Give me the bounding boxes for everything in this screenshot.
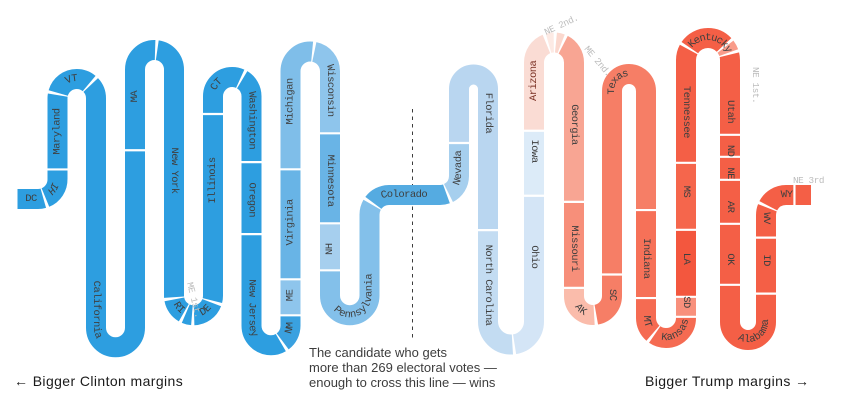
svg-text:SD: SD xyxy=(680,296,692,308)
svg-text:Bigger Trump margins →: Bigger Trump margins → xyxy=(645,373,809,389)
svg-text:Colorado: Colorado xyxy=(380,189,428,202)
svg-text:Nevada: Nevada xyxy=(451,151,465,188)
svg-text:Missouri: Missouri xyxy=(568,225,580,271)
svg-text:Washington: Washington xyxy=(245,91,258,149)
svg-text:Minnesota: Minnesota xyxy=(324,155,336,207)
svg-text:New Jersey: New Jersey xyxy=(245,279,260,339)
svg-text:ME: ME xyxy=(285,289,297,301)
svg-text:ND: ND xyxy=(724,145,736,157)
svg-text:California: California xyxy=(90,281,104,341)
svg-text:North Carolina: North Carolina xyxy=(482,245,494,326)
svg-text:Michigan: Michigan xyxy=(285,78,297,124)
svg-text:enough to cross this line — wi: enough to cross this line — wins xyxy=(309,375,496,390)
svg-text:MT: MT xyxy=(640,315,654,329)
svg-text:OK: OK xyxy=(724,253,736,266)
svg-text:Georgia: Georgia xyxy=(568,104,580,145)
svg-text:NE 1st.: NE 1st. xyxy=(750,67,761,103)
svg-text:NM: NM xyxy=(283,322,296,335)
svg-text:Arizona: Arizona xyxy=(528,60,540,101)
svg-text:LA: LA xyxy=(680,253,692,266)
svg-text:NE: NE xyxy=(724,167,736,179)
svg-text:Tennessee: Tennessee xyxy=(680,86,692,138)
svg-text:VT: VT xyxy=(64,73,79,88)
svg-text:Indiana: Indiana xyxy=(640,238,652,279)
svg-text:SC: SC xyxy=(606,289,618,301)
svg-text:The candidate who gets: The candidate who gets xyxy=(309,345,448,360)
svg-text:Iowa: Iowa xyxy=(528,140,540,163)
svg-text:MS: MS xyxy=(680,186,692,198)
svg-text:Florida: Florida xyxy=(482,93,494,134)
svg-text:Virginia: Virginia xyxy=(285,199,297,245)
svg-text:more than 269 electoral votes: more than 269 electoral votes — xyxy=(309,360,497,375)
svg-text:DC: DC xyxy=(25,193,37,205)
svg-text:Oregon: Oregon xyxy=(246,182,258,217)
svg-text:Maryland: Maryland xyxy=(52,108,64,154)
svg-text:NH: NH xyxy=(324,243,336,255)
svg-text:WV: WV xyxy=(760,212,772,225)
svg-text:Utah: Utah xyxy=(724,100,736,123)
svg-text:Ohio: Ohio xyxy=(528,245,540,268)
svg-text:Illinois: Illinois xyxy=(207,157,219,203)
svg-text:MA: MA xyxy=(129,90,141,103)
svg-text:WY: WY xyxy=(780,189,793,202)
svg-text:← Bigger Clinton margins: ← Bigger Clinton margins xyxy=(14,373,183,389)
svg-text:AR: AR xyxy=(724,201,736,214)
svg-text:Wisconsin: Wisconsin xyxy=(323,64,336,117)
svg-text:New York: New York xyxy=(168,147,180,193)
svg-text:NE 3rd: NE 3rd xyxy=(793,175,824,186)
svg-text:ID: ID xyxy=(760,254,772,266)
